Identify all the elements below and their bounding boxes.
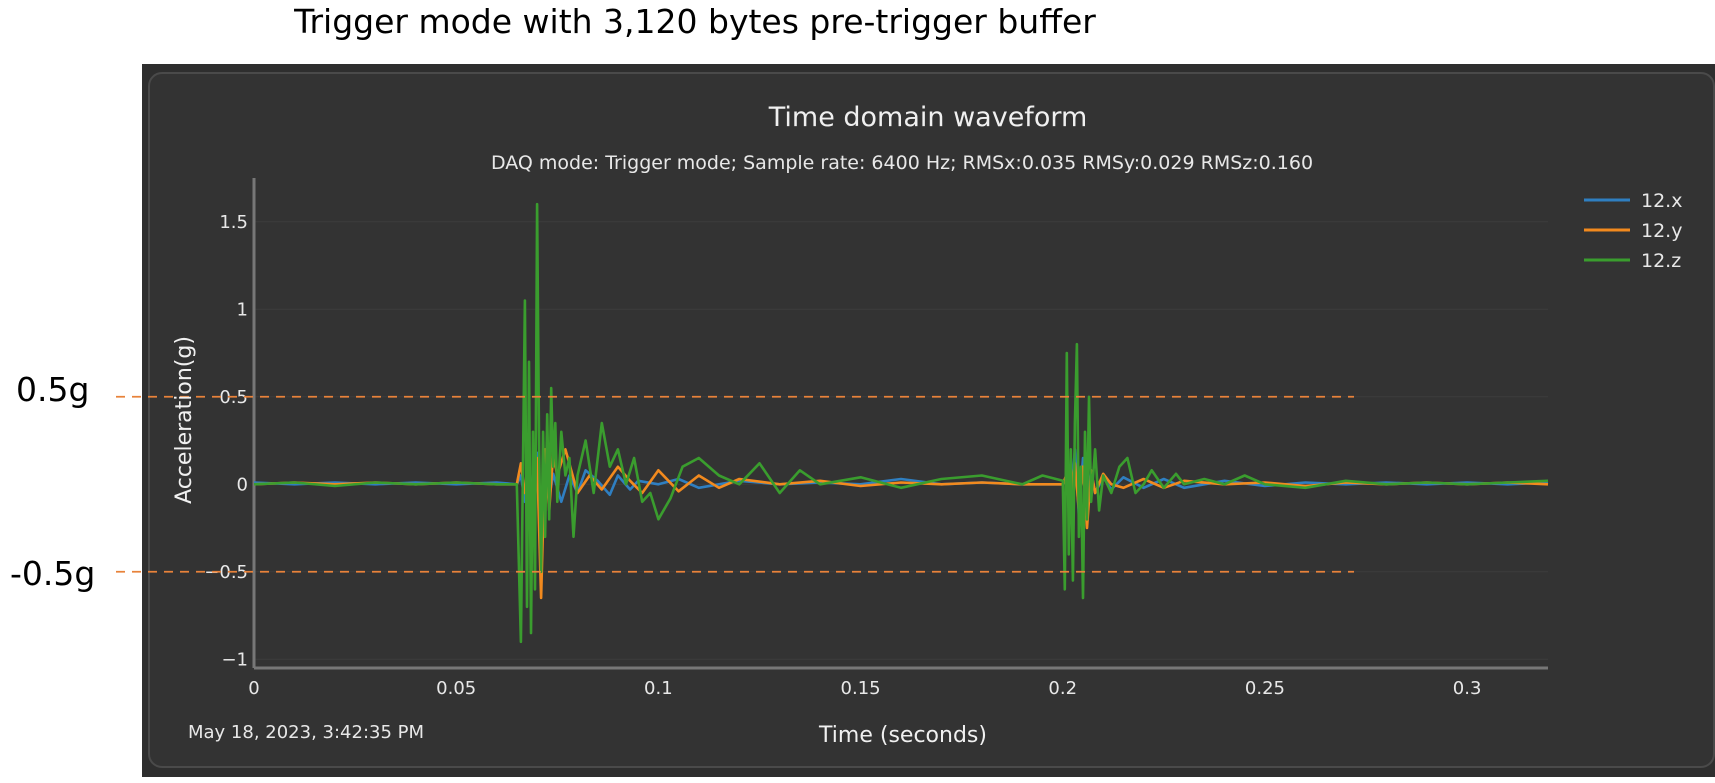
series-layer bbox=[253, 202, 1549, 644]
threshold-neg-label: -0.5g bbox=[10, 554, 96, 593]
threshold-layer bbox=[116, 395, 1354, 573]
x-tick-label: 0.25 bbox=[1245, 678, 1285, 699]
y-tick-label: 0 bbox=[237, 474, 248, 495]
x-tick-label: 0 bbox=[248, 678, 259, 699]
series-line-12.y bbox=[253, 448, 1549, 600]
timestamp: May 18, 2023, 3:42:35 PM bbox=[188, 722, 424, 743]
legend-item-label[interactable]: 12.x bbox=[1641, 190, 1682, 212]
legend-item-label[interactable]: 12.y bbox=[1641, 220, 1682, 242]
y-tick-label: 1 bbox=[237, 299, 248, 320]
axes-layer bbox=[252, 178, 1548, 670]
x-tick-labels: 0 0.05 0.1 0.15 0.2 0.25 0.3 bbox=[248, 678, 1481, 699]
x-tick-label: 0.2 bbox=[1048, 678, 1077, 699]
y-tick-labels: −1−0.500.511.5 bbox=[204, 212, 248, 671]
x-axis-label: Time (seconds) bbox=[818, 723, 987, 748]
chart-subtitle: DAQ mode: Trigger mode; Sample rate: 640… bbox=[491, 152, 1313, 174]
series-line-12.z bbox=[253, 202, 1549, 644]
y-axis-label: Acceleration(g) bbox=[172, 336, 197, 504]
y-tick-label: −0.5 bbox=[204, 562, 248, 583]
y-tick-label: −1 bbox=[221, 649, 248, 670]
y-tick-label: 1.5 bbox=[219, 212, 248, 233]
chart-panel bbox=[148, 72, 1715, 768]
x-tick-label: 0.3 bbox=[1453, 678, 1482, 699]
chart-title: Time domain waveform bbox=[768, 102, 1088, 133]
legend-item-label[interactable]: 12.z bbox=[1641, 250, 1681, 272]
threshold-pos-label: 0.5g bbox=[16, 370, 90, 409]
legend[interactable]: 12.x 12.y 12.z bbox=[1584, 190, 1682, 272]
x-tick-label: 0.05 bbox=[436, 678, 476, 699]
grid-layer bbox=[254, 221, 1548, 660]
x-tick-label: 0.1 bbox=[644, 678, 673, 699]
x-tick-label: 0.15 bbox=[841, 678, 881, 699]
figure-title: Trigger mode with 3,120 bytes pre-trigge… bbox=[294, 2, 1096, 41]
